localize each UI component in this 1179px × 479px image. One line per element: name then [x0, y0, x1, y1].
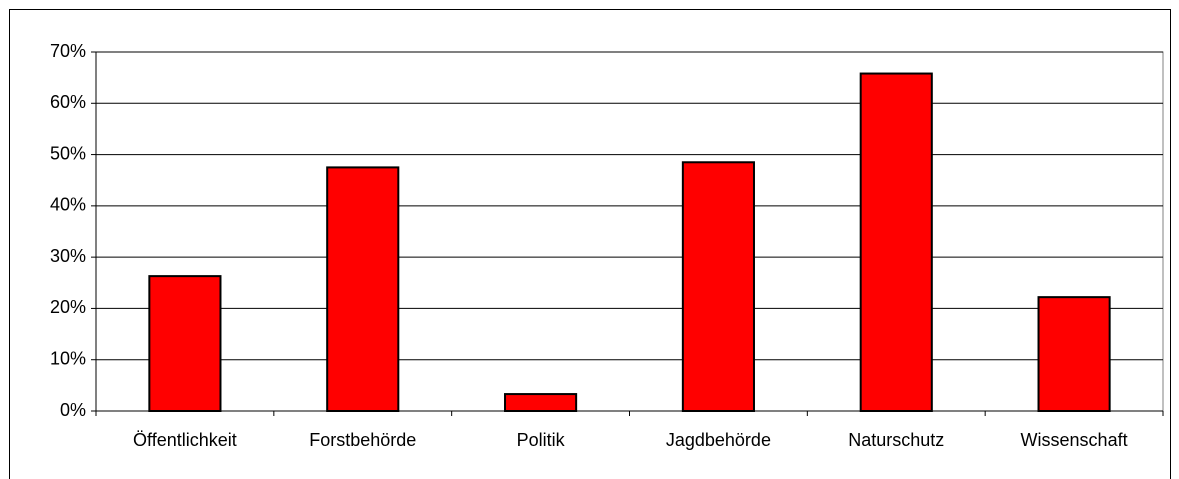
y-tick-label: 60% [50, 92, 86, 112]
y-tick-label: 50% [50, 143, 86, 163]
bar [681, 161, 755, 412]
bar [326, 166, 400, 412]
bar [504, 393, 578, 412]
y-tick-label: 70% [50, 41, 86, 61]
y-tick-label: 40% [50, 195, 86, 215]
x-tick-label: Jagdbehörde [666, 430, 771, 450]
x-tick-label: Öffentlichkeit [133, 430, 237, 450]
chart-frame [9, 9, 1171, 479]
y-tick-label: 20% [50, 297, 86, 317]
bar [148, 275, 222, 412]
x-tick-label: Naturschutz [848, 430, 944, 450]
y-tick-label: 10% [50, 348, 86, 368]
x-tick-label: Politik [517, 430, 566, 450]
y-tick-label: 30% [50, 246, 86, 266]
y-tick-label: 0% [60, 400, 86, 420]
x-tick-label: Forstbehörde [309, 430, 416, 450]
plot-area [95, 51, 1164, 412]
x-tick-label: Wissenschaft [1021, 430, 1128, 450]
bar [1037, 296, 1111, 413]
bar [859, 72, 933, 412]
